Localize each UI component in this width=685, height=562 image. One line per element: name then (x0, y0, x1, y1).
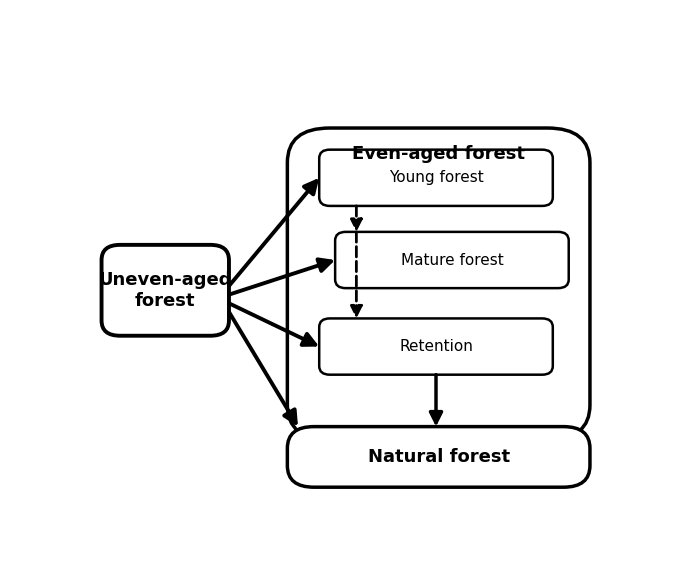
Text: Young forest: Young forest (388, 170, 484, 185)
Text: Even-aged forest: Even-aged forest (352, 146, 525, 164)
FancyBboxPatch shape (319, 319, 553, 375)
FancyBboxPatch shape (101, 245, 229, 336)
Text: Retention: Retention (399, 339, 473, 354)
FancyBboxPatch shape (335, 232, 569, 288)
Text: Natural forest: Natural forest (368, 448, 510, 466)
FancyBboxPatch shape (288, 427, 590, 487)
FancyBboxPatch shape (288, 128, 590, 439)
FancyBboxPatch shape (319, 149, 553, 206)
Text: Uneven-aged
forest: Uneven-aged forest (99, 271, 232, 310)
Text: Mature forest: Mature forest (401, 252, 503, 268)
